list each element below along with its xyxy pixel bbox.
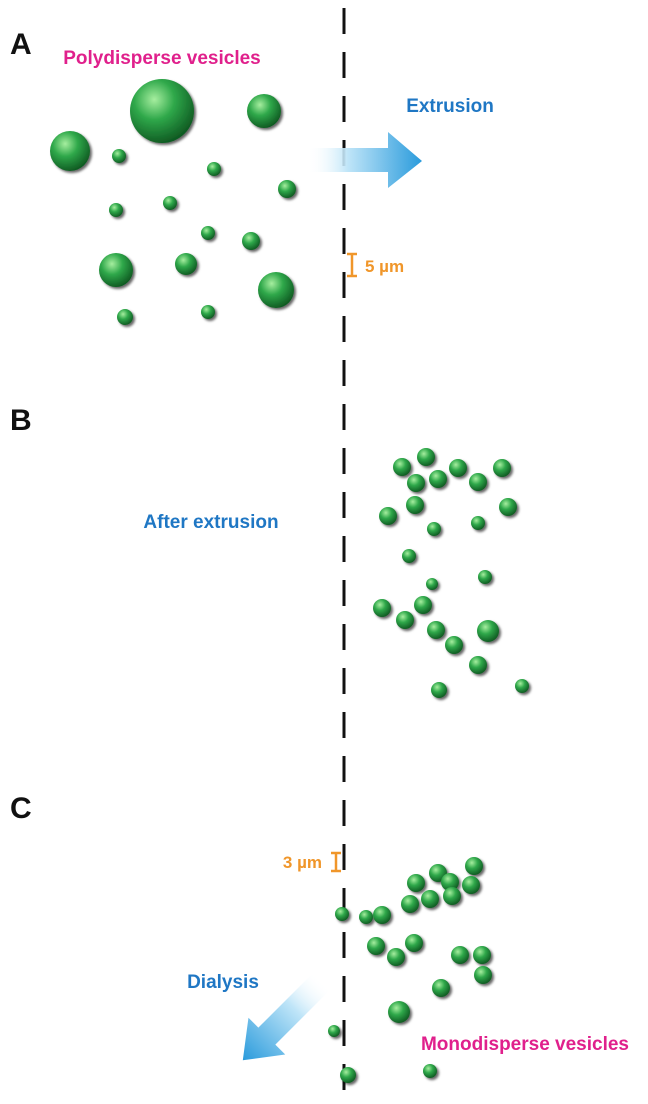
vesicle	[443, 887, 461, 905]
vesicle	[493, 459, 511, 477]
vesicle	[367, 937, 385, 955]
vesicle	[373, 906, 391, 924]
vesicle	[471, 516, 485, 530]
vesicle	[477, 620, 499, 642]
scale-bar-3um-label: 3 µm	[283, 853, 322, 872]
vesicle	[117, 309, 133, 325]
vesicle	[379, 507, 397, 525]
vesicle	[201, 305, 215, 319]
panel-b-letter: B	[10, 404, 32, 437]
vesicle	[163, 196, 177, 210]
vesicle	[109, 203, 123, 217]
vesicle	[469, 473, 487, 491]
vesicle	[388, 1001, 410, 1023]
scale-bar-5um-label: 5 µm	[365, 257, 404, 276]
vesicle	[405, 934, 423, 952]
dialysis-arrow	[242, 972, 331, 1061]
scale-bar-5um	[347, 252, 357, 278]
vesicle	[50, 131, 90, 171]
vesicle	[414, 596, 432, 614]
panel-c-label: Monodisperse vesicles	[421, 1034, 629, 1055]
panel-c-letter: C	[10, 792, 32, 825]
panel-a: A Polydisperse vesicles Extrusion	[10, 28, 494, 325]
vesicle	[335, 907, 349, 921]
panel-c-vesicles	[328, 857, 492, 1083]
vesicle	[402, 549, 416, 563]
vesicle	[201, 226, 215, 240]
vesicle	[474, 966, 492, 984]
panel-b: B After extrusion	[10, 404, 529, 698]
panel-b-vesicles	[373, 448, 529, 698]
vesicle	[431, 682, 447, 698]
vesicle	[469, 656, 487, 674]
vesicle	[423, 1064, 437, 1078]
panel-b-label: After extrusion	[143, 512, 278, 533]
vesicle	[112, 149, 126, 163]
panel-c: C 3 µm	[10, 792, 629, 1083]
panel-a-letter: A	[10, 28, 32, 61]
vesicle	[175, 253, 197, 275]
vesicle	[462, 876, 480, 894]
vesicle	[407, 474, 425, 492]
vesicle	[445, 636, 463, 654]
vesicle	[278, 180, 296, 198]
vesicle	[451, 946, 469, 964]
vesicle	[242, 232, 260, 250]
vesicle	[130, 79, 194, 143]
vesicle	[426, 578, 438, 590]
scale-bar-3um	[331, 851, 341, 873]
extrusion-label: Extrusion	[406, 96, 494, 117]
vesicle	[401, 895, 419, 913]
vesicle	[328, 1025, 340, 1037]
vesicle	[427, 621, 445, 639]
vesicle	[387, 948, 405, 966]
vesicle	[406, 496, 424, 514]
vesicle	[449, 459, 467, 477]
vesicle	[247, 94, 281, 128]
vesicle	[421, 890, 439, 908]
vesicle	[441, 873, 459, 891]
vesicle	[515, 679, 529, 693]
vesicle	[478, 570, 492, 584]
vesicle	[432, 979, 450, 997]
vesicle	[373, 599, 391, 617]
vesicle	[417, 448, 435, 466]
vesicle	[99, 253, 133, 287]
panel-a-label: Polydisperse vesicles	[63, 48, 261, 69]
dialysis-label: Dialysis	[187, 972, 259, 993]
vesicle	[465, 857, 483, 875]
vesicle	[473, 946, 491, 964]
vesicle	[359, 910, 373, 924]
vesicle	[427, 522, 441, 536]
panel-a-vesicles	[50, 79, 296, 325]
vesicle	[207, 162, 221, 176]
vesicle	[499, 498, 517, 516]
vesicle	[407, 874, 425, 892]
vesicle	[393, 458, 411, 476]
vesicle	[429, 470, 447, 488]
vesicle	[258, 272, 294, 308]
extrusion-arrow	[308, 132, 422, 188]
vesicle	[340, 1067, 356, 1083]
vesicle	[396, 611, 414, 629]
